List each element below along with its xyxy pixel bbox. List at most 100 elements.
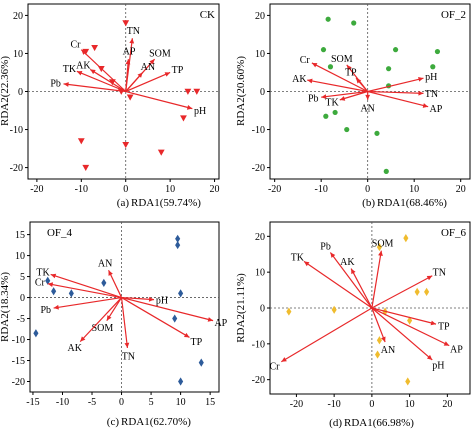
panel-b-arrow-ap <box>367 90 429 108</box>
panel-d-arrow-som <box>371 250 382 309</box>
panel-a-arrow-label-tn: TN <box>127 26 140 37</box>
panel-a-arrow-tk <box>76 70 126 93</box>
panel-d-sample-point <box>403 234 409 243</box>
panel-c-arrowhead-cr <box>47 282 54 287</box>
panel-a-arrow-pb <box>63 83 126 93</box>
panel-c-sample-point <box>68 289 74 298</box>
panel-d-arrow-label-pb: Pb <box>320 242 331 253</box>
panel-b-sample-point <box>434 48 441 55</box>
panel-c-arrow-label-an: AN <box>98 259 112 270</box>
panel-d-ytick-label: 20 <box>255 232 265 243</box>
panel-b: OF_2 (b) RDA1(68.46%) RDA2(20.60%) -20 -1… <box>235 3 471 209</box>
panel-d-arrowhead-cr <box>281 357 287 362</box>
panel-d-arrow-tn <box>371 275 433 309</box>
panel-a-sample-point <box>184 88 192 95</box>
panel-a-sample-point <box>122 20 130 27</box>
panel-d-arrowhead-tk <box>303 261 310 267</box>
panel-c-arrowhead-tp <box>183 332 190 338</box>
panel-d-arrow-label-tp: TP <box>438 322 450 333</box>
panel-c-ytick-label: 10 <box>15 251 25 262</box>
panel-d-ytick-label: -20 <box>252 375 265 386</box>
panel-d-arrowhead-tn <box>426 275 433 281</box>
panel-b-sample-point <box>325 16 331 22</box>
panel-a-arrowhead-tn <box>129 38 135 44</box>
panel-d-ytick-label: -10 <box>252 339 265 350</box>
panel-d-arrow-an <box>371 307 386 343</box>
panel-b-arrowhead-som <box>346 64 352 71</box>
panel-d-ytick-label: 0 <box>260 304 265 315</box>
panel-a-sample-point <box>122 142 130 149</box>
panel-c-ytick-label: 15 <box>15 230 25 241</box>
panel-b-ytick-label: 10 <box>255 49 265 60</box>
panel-d-arrow-label-an: AN <box>381 345 395 356</box>
panel-c-sample-point <box>51 287 57 296</box>
panel-c-sample-point <box>175 234 181 243</box>
panel-d-xtick-label: -10 <box>327 399 340 410</box>
panel-b-arrowhead-tp <box>356 78 362 84</box>
panel-d-arrowhead-som <box>378 250 383 256</box>
panel-b-arrowhead-an <box>365 94 371 100</box>
panel-b-caption-letter: (b) <box>362 197 375 209</box>
panel-d-sample-point <box>407 316 413 325</box>
panel-d-xlabel: RDA1(66.98%) <box>344 417 414 429</box>
panel-a-sample-point <box>180 115 187 122</box>
panel-c-arrow-pb <box>53 296 122 309</box>
panel-c-arrow-label-ap: AP <box>214 318 227 329</box>
panel-d-arrow-label-som: SOM <box>372 238 394 249</box>
panel-d-sample-point <box>414 287 420 296</box>
panel-a-sample-point <box>91 45 99 52</box>
panel-c-sample-point <box>33 329 39 338</box>
panel-b-arrowhead-ak <box>307 78 313 84</box>
panel-a-arrow-label-an: AN <box>141 62 155 73</box>
panel-b-arrow-label-som: SOM <box>331 54 353 65</box>
panel-b-ytick-label: -20 <box>252 163 265 174</box>
panel-b-xtick-label: 20 <box>456 184 466 195</box>
panel-d-arrow-label-tk: TK <box>291 252 305 263</box>
panel-a-tag: CK <box>200 9 215 21</box>
panel-a-arrowhead-ph <box>186 105 193 110</box>
panel-c-xtick-label: 0 <box>119 397 124 408</box>
panel-b-sample-point <box>392 47 399 53</box>
panel-c-xtick-label: -15 <box>26 397 39 408</box>
panel-a-arrowhead-tp <box>164 72 171 77</box>
panel-c-arrowhead-an <box>108 270 113 276</box>
panel-d-arrowhead-tp <box>430 320 437 326</box>
panel-b-sample-point <box>351 20 357 26</box>
panel-a-arrow-ak <box>89 68 127 93</box>
panel-a-sample-point <box>193 88 201 95</box>
panel-c-xtick-label: -10 <box>56 397 69 408</box>
panel-d-sample-point <box>286 307 292 316</box>
panel-a-arrow-label-ph: pH <box>194 106 206 117</box>
panel-d-arrow-label-ph: pH <box>432 361 444 372</box>
panel-b-xtick-label: -10 <box>314 184 327 195</box>
panel-c-sample-point <box>175 241 181 250</box>
panel-c-arrowhead-ak <box>80 336 86 342</box>
panel-c-arrow-label-tp: TP <box>191 337 203 348</box>
panel-b-arrow-ak <box>307 79 368 93</box>
panel-b-arrowhead-tk <box>339 96 346 101</box>
panel-c-arrow-tk <box>50 273 122 299</box>
panel-d-arrowhead-ak <box>351 268 356 275</box>
panel-d-arrow-ph <box>371 307 433 361</box>
panel-b-ytick-label: 0 <box>260 87 265 98</box>
panel-c-arrow-tn <box>120 297 129 348</box>
panel-c: OF_4 (c) RDA1(62.70%) RDA2(18.34%) -15 -1… <box>0 221 228 428</box>
panel-b-arrow-label-tk: TK <box>325 98 339 109</box>
panel-c-sample-point <box>198 358 204 367</box>
panel-d-arrow-label-cr: Cr <box>269 361 280 372</box>
panel-b-sample-point <box>430 64 436 70</box>
panel-a-xtick-label: 20 <box>210 184 220 195</box>
panel-a-arrowhead-an <box>137 72 143 78</box>
panel-b-arrowhead-cr <box>311 62 318 68</box>
panel-d-arrowhead-an <box>381 336 386 343</box>
panel-b-arrow-label-tn: TN <box>425 89 438 100</box>
panel-d-ylabel: RDA2(21.11%) <box>235 273 247 343</box>
panel-d-tag: OF_6 <box>441 227 467 239</box>
panel-a-sample-point <box>77 138 85 145</box>
panel-c-sample-point <box>172 314 178 323</box>
panel-c-arrow-label-ak: AK <box>68 343 83 354</box>
panel-b-sample-point <box>383 168 389 174</box>
panel-d-arrowhead-ph <box>426 354 433 360</box>
panel-d-arrow-ak <box>350 268 373 309</box>
panel-c-ytick-label: 5 <box>20 272 25 283</box>
